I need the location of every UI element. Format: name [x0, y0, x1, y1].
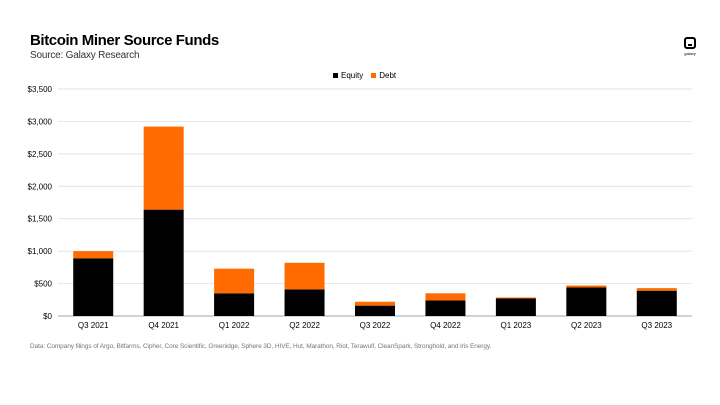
x-tick-label: Q1 2022: [219, 321, 250, 330]
bar-debt: [73, 251, 114, 259]
bar-debt: [495, 297, 536, 299]
chart-subtitle: Source: Galaxy Research: [30, 50, 140, 61]
bar-debt: [566, 285, 607, 288]
galaxy-logo-icon: [684, 37, 696, 49]
bar-equity: [425, 300, 466, 316]
y-tick-label: $3,000: [28, 117, 53, 126]
x-tick-label: Q3 2022: [360, 321, 391, 330]
logo-text: galaxy: [684, 51, 696, 56]
bar-equity: [355, 305, 395, 316]
y-tick-label: $1,500: [28, 215, 53, 224]
legend-item-equity: Equity: [333, 71, 363, 80]
bar-equity: [73, 258, 114, 316]
bar-debt: [425, 293, 466, 301]
bar-equity: [566, 287, 607, 316]
y-tick-label: $3,500: [28, 85, 53, 94]
legend-label-debt: Debt: [379, 71, 397, 80]
brand-logo: galaxy: [680, 37, 700, 56]
bar-debt: [214, 268, 255, 294]
bar-equity: [143, 209, 184, 316]
x-tick-label: Q4 2022: [430, 321, 461, 330]
y-tick-label: $0: [43, 312, 52, 321]
legend-swatch-equity: [333, 73, 338, 78]
bar-equity: [214, 293, 255, 316]
bar-equity: [495, 298, 536, 316]
bar-debt: [355, 301, 395, 306]
y-tick-label: $2,000: [28, 182, 53, 191]
x-tick-label: Q3 2023: [641, 321, 672, 330]
y-tick-label: $1,000: [28, 247, 53, 256]
data-footnote: Data: Company filings of Argo, Bitfarms,…: [30, 343, 492, 350]
legend-swatch-debt: [371, 73, 377, 78]
x-tick-label: Q3 2021: [78, 321, 109, 330]
y-tick-label: $500: [34, 280, 52, 289]
chart-legend: Equity Debt: [333, 71, 396, 80]
x-tick-label: Q2 2023: [571, 321, 602, 330]
bar-equity: [284, 289, 325, 316]
x-tick-label: Q4 2021: [148, 321, 179, 330]
legend-label-equity: Equity: [341, 71, 364, 80]
bar-debt: [636, 288, 677, 291]
bar-debt: [143, 126, 184, 210]
bar-equity: [636, 290, 677, 316]
y-tick-label: $2,500: [28, 150, 53, 159]
legend-item-debt: Debt: [371, 71, 396, 80]
x-tick-label: Q2 2022: [289, 321, 320, 330]
bar-debt: [284, 262, 325, 290]
chart-title: Bitcoin Miner Source Funds: [30, 32, 219, 49]
x-tick-label: Q1 2023: [501, 321, 532, 330]
